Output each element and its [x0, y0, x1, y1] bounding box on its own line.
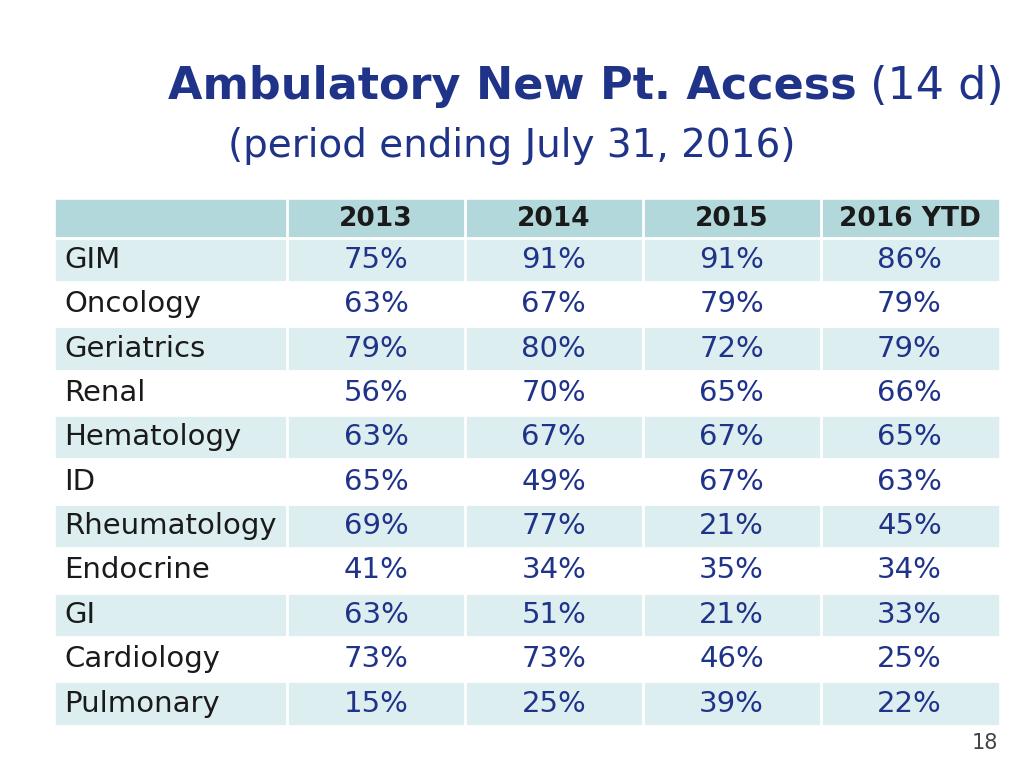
Text: 56%: 56% — [344, 379, 409, 407]
Text: Geriatrics: Geriatrics — [65, 335, 206, 362]
Text: 46%: 46% — [699, 645, 764, 674]
Text: (period ending July 31, 2016): (period ending July 31, 2016) — [228, 127, 796, 164]
Text: Hematology: Hematology — [65, 423, 242, 452]
Text: 63%: 63% — [344, 290, 409, 318]
Text: 63%: 63% — [344, 601, 409, 629]
Text: 77%: 77% — [521, 512, 586, 540]
Text: 63%: 63% — [344, 423, 409, 452]
Text: 2014: 2014 — [517, 206, 591, 232]
Text: 73%: 73% — [521, 645, 587, 674]
Text: 67%: 67% — [521, 290, 586, 318]
Text: 65%: 65% — [344, 468, 409, 495]
Text: 65%: 65% — [699, 379, 764, 407]
Text: (14 d): (14 d) — [856, 65, 1004, 108]
Text: 91%: 91% — [699, 246, 764, 273]
Text: 67%: 67% — [699, 468, 764, 495]
Text: 22%: 22% — [878, 690, 942, 717]
Text: 65%: 65% — [878, 423, 942, 452]
Text: 75%: 75% — [344, 246, 409, 273]
Text: 15%: 15% — [344, 690, 409, 717]
Text: 34%: 34% — [877, 557, 942, 584]
Text: 51%: 51% — [521, 601, 587, 629]
Text: 63%: 63% — [877, 468, 942, 495]
Text: 49%: 49% — [521, 468, 586, 495]
Text: 2015: 2015 — [695, 206, 768, 232]
Text: 25%: 25% — [521, 690, 586, 717]
Text: GI: GI — [65, 601, 95, 629]
Text: 69%: 69% — [344, 512, 409, 540]
Text: ID: ID — [65, 468, 95, 495]
Text: Oncology: Oncology — [65, 290, 202, 318]
Text: 72%: 72% — [699, 335, 764, 362]
Text: 45%: 45% — [878, 512, 942, 540]
Text: 2013: 2013 — [339, 206, 413, 232]
Text: 34%: 34% — [521, 557, 587, 584]
Text: 2016 YTD: 2016 YTD — [839, 206, 980, 232]
Text: 33%: 33% — [877, 601, 942, 629]
Text: Ambulatory New Pt. Access: Ambulatory New Pt. Access — [168, 65, 856, 108]
Text: Renal: Renal — [65, 379, 145, 407]
Text: 73%: 73% — [344, 645, 409, 674]
Text: 21%: 21% — [699, 601, 764, 629]
Text: 21%: 21% — [699, 512, 764, 540]
Text: Pulmonary: Pulmonary — [65, 690, 220, 717]
Text: Cardiology: Cardiology — [65, 645, 220, 674]
Text: 79%: 79% — [344, 335, 409, 362]
Text: Rheumatology: Rheumatology — [65, 512, 278, 540]
Text: 79%: 79% — [699, 290, 764, 318]
Text: 79%: 79% — [878, 335, 942, 362]
Text: 86%: 86% — [877, 246, 942, 273]
Text: 91%: 91% — [521, 246, 587, 273]
Text: 67%: 67% — [699, 423, 764, 452]
Text: 70%: 70% — [521, 379, 586, 407]
Text: 79%: 79% — [878, 290, 942, 318]
Text: 80%: 80% — [521, 335, 586, 362]
Text: GIM: GIM — [65, 246, 121, 273]
Text: 35%: 35% — [699, 557, 764, 584]
Text: 39%: 39% — [699, 690, 764, 717]
Text: 18: 18 — [972, 733, 998, 753]
Text: 67%: 67% — [521, 423, 586, 452]
Text: 66%: 66% — [878, 379, 942, 407]
Text: 25%: 25% — [878, 645, 942, 674]
Text: Endocrine: Endocrine — [65, 557, 210, 584]
Text: 41%: 41% — [344, 557, 409, 584]
